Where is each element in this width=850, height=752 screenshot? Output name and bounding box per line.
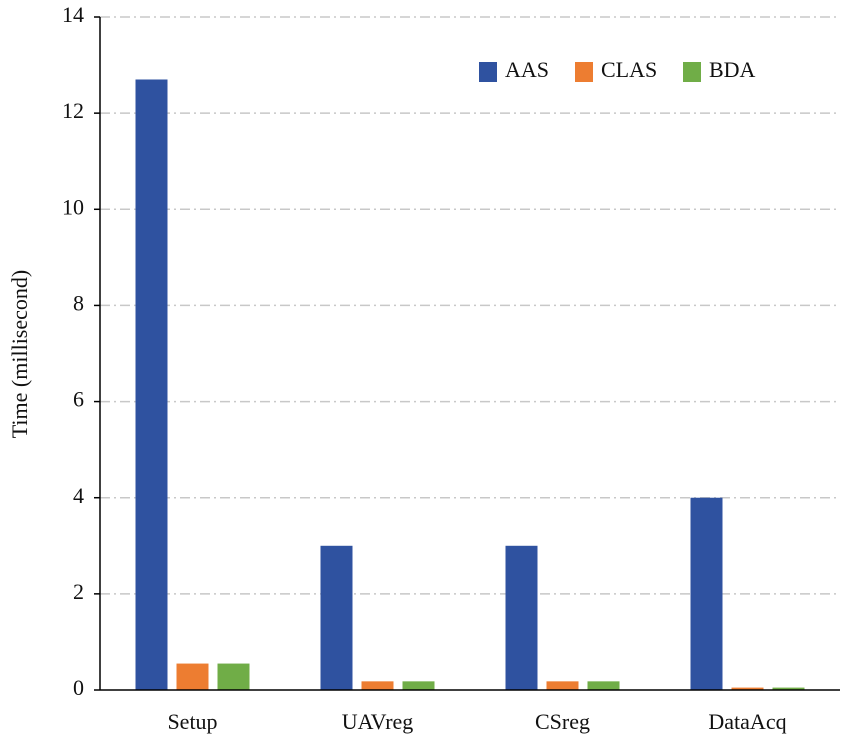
- y-tick-label: 4: [73, 483, 84, 508]
- y-tick-label: 8: [73, 290, 84, 315]
- bar: [361, 681, 394, 690]
- bar: [731, 687, 764, 690]
- y-tick-label: 0: [73, 675, 84, 700]
- legend-swatch: [575, 62, 593, 82]
- legend-label: CLAS: [601, 57, 657, 82]
- bar: [320, 545, 353, 690]
- y-tick-label: 14: [62, 2, 84, 27]
- bar: [402, 681, 435, 690]
- legend-label: AAS: [505, 57, 549, 82]
- y-tick-label: 10: [62, 194, 84, 219]
- bar: [135, 79, 168, 690]
- x-tick-label: DataAcq: [708, 709, 786, 734]
- bar: [176, 663, 209, 690]
- y-axis-label: Time (millisecond): [7, 270, 32, 438]
- legend-swatch: [479, 62, 497, 82]
- legend-label: BDA: [709, 57, 756, 82]
- x-tick-label: CSreg: [535, 709, 590, 734]
- x-tick-label: Setup: [167, 709, 217, 734]
- bar: [690, 497, 723, 690]
- legend-swatch: [683, 62, 701, 82]
- bar: [546, 681, 579, 690]
- bar: [217, 663, 250, 690]
- bar: [587, 681, 620, 690]
- bar: [505, 545, 538, 690]
- x-tick-label: UAVreg: [342, 709, 414, 734]
- y-tick-label: 12: [62, 98, 84, 123]
- y-tick-label: 2: [73, 579, 84, 604]
- y-tick-label: 6: [73, 387, 84, 412]
- bar: [772, 687, 805, 690]
